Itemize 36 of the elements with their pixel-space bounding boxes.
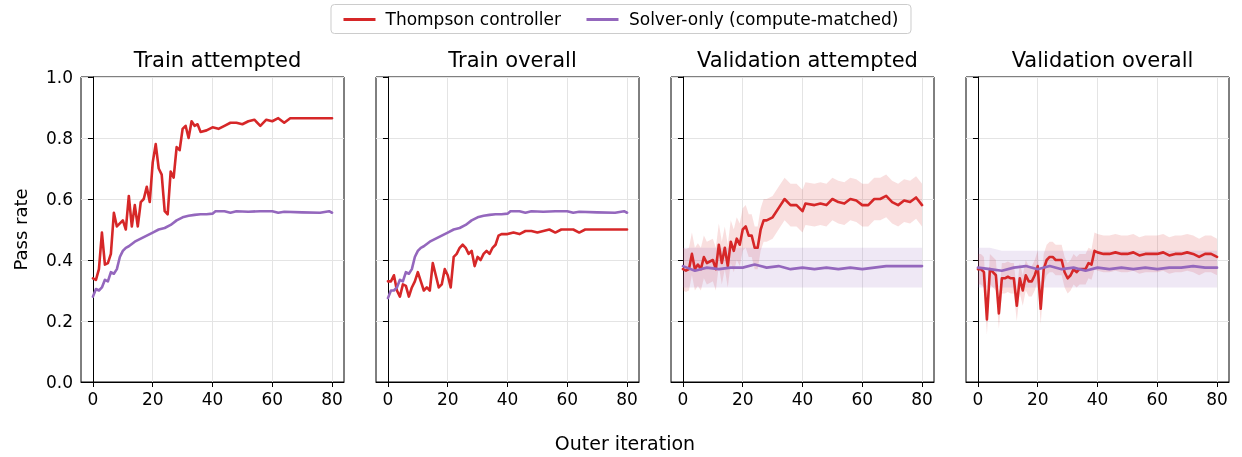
y-tick-label: 0.4: [45, 250, 73, 270]
x-tick-label: 20: [1026, 388, 1049, 409]
legend-label: Thompson controller: [385, 9, 561, 29]
x-tick-label: 60: [1146, 388, 1169, 409]
y-tick-label: 0.2: [45, 311, 73, 331]
x-tick-label: 60: [851, 388, 874, 409]
x-tick-label: 0: [972, 388, 984, 409]
x-tick-label: 20: [436, 388, 459, 409]
x-tick-label: 80: [616, 388, 638, 409]
x-tick-label: 40: [201, 388, 224, 409]
x-tick-label: 80: [321, 388, 343, 409]
x-tick-label: 0: [677, 388, 689, 409]
line-series: [91, 209, 334, 298]
y-axis-title: Pass rate: [9, 188, 31, 271]
x-tick-label: 60: [556, 388, 579, 409]
x-tick-label: 60: [261, 388, 284, 409]
x-tick-label: 20: [731, 388, 754, 409]
x-tick-label: 0: [382, 388, 394, 409]
x-tick-label: 40: [791, 388, 814, 409]
y-tick-label: 0.0: [45, 372, 73, 392]
x-tick-label: 40: [496, 388, 519, 409]
chart-title: Train attempted: [132, 47, 302, 72]
x-tick-label: 80: [911, 388, 933, 409]
x-axis-title: Outer iteration: [554, 432, 696, 454]
x-tick-label: 40: [1086, 388, 1109, 409]
y-tick-label: 0.6: [45, 189, 73, 209]
chart-title: Validation overall: [1011, 47, 1194, 72]
chart-title: Train overall: [447, 47, 577, 72]
legend-label: Solver-only (compute-matched): [628, 9, 899, 29]
x-tick-label: 80: [1206, 388, 1228, 409]
x-tick-label: 0: [87, 388, 99, 409]
chart-title: Validation attempted: [697, 47, 918, 72]
y-tick-label: 0.8: [45, 128, 73, 148]
y-tick-label: 1.0: [45, 67, 73, 87]
x-tick-label: 20: [141, 388, 164, 409]
line-series: [91, 116, 334, 282]
